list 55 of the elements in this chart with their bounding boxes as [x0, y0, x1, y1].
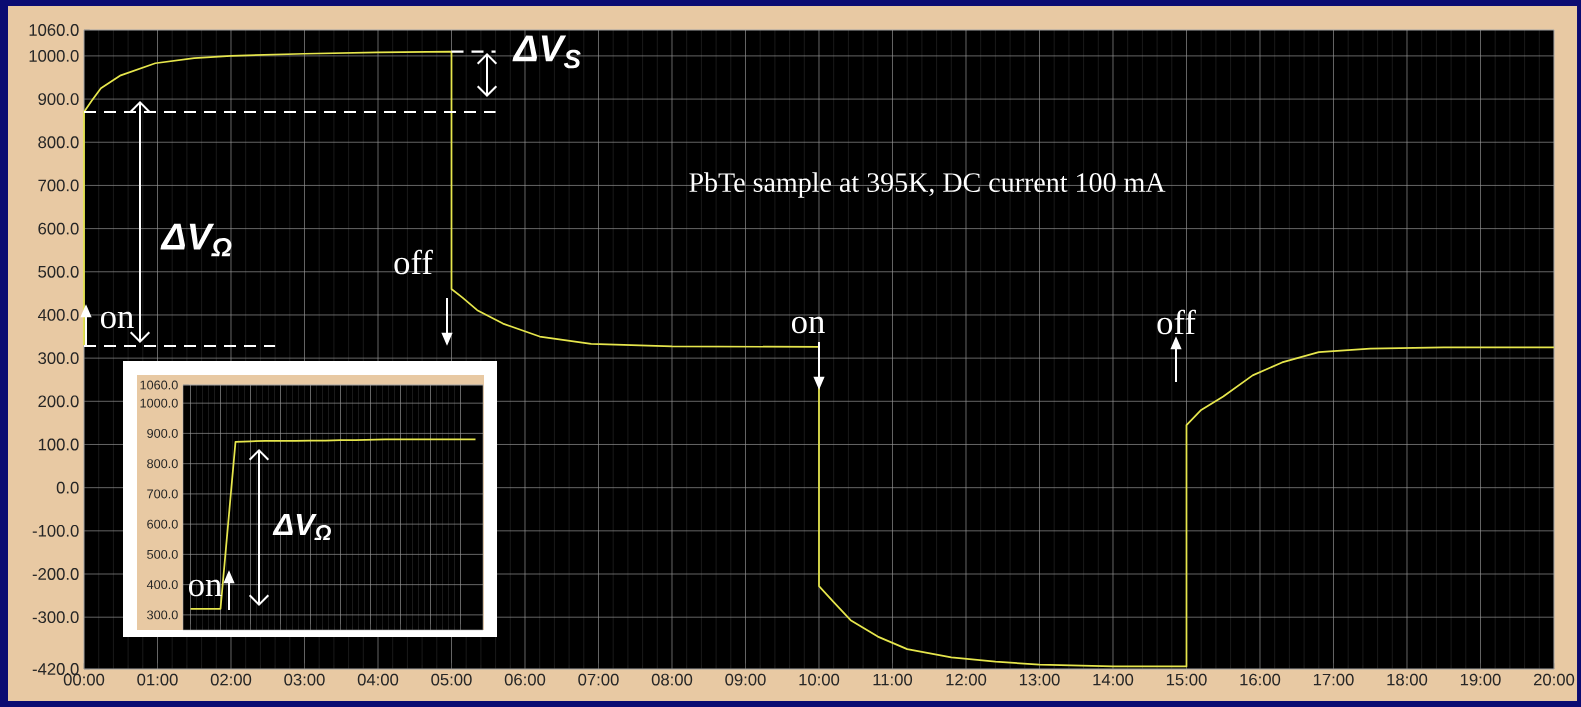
annotation: ΔV$_{Ω}$: [272, 513, 331, 541]
x-tick-label: 01:00: [137, 673, 178, 686]
y-tick-label: 500.0: [38, 265, 79, 278]
x-tick-label: 09:00: [725, 673, 766, 686]
annotation: off: [394, 249, 433, 275]
y-tick-label: -420.0: [32, 663, 79, 675]
y-tick-label: -300.0: [32, 611, 79, 624]
x-tick-label: 07:00: [578, 673, 619, 686]
y-tick-label: 1000.0: [140, 398, 178, 408]
y-tick-label: 1060.0: [140, 380, 178, 390]
y-tick-label: 1060.0: [29, 24, 79, 36]
x-tick-label: 05:00: [431, 673, 472, 686]
y-tick-label: 400.0: [37, 309, 79, 321]
annotation: on: [100, 311, 134, 329]
y-tick-label: 300.0: [147, 610, 178, 620]
y-tick-label: 800.0: [147, 459, 178, 469]
y-tick-label: 1000.0: [29, 50, 79, 62]
x-tick-label: 03:00: [284, 673, 325, 686]
x-tick-label: 14:00: [1093, 673, 1134, 686]
x-tick-label: 17:00: [1313, 673, 1354, 686]
x-tick-label: 08:00: [651, 673, 693, 686]
y-tick-label: 800.0: [38, 136, 79, 149]
x-tick-label: 19:00: [1460, 673, 1501, 686]
y-tick-label: 100.0: [38, 438, 79, 451]
annotation: ΔV$_{S}$: [512, 35, 581, 69]
x-tick-label: 18:00: [1387, 673, 1428, 686]
y-tick-label: 300.0: [38, 352, 79, 365]
y-tick-label: 700.0: [38, 179, 79, 192]
x-tick-label: 00:00: [63, 673, 105, 686]
y-tick-label: 900.0: [147, 428, 178, 438]
x-tick-label: 11:00: [873, 673, 913, 686]
y-tick-label: 600.0: [147, 519, 178, 529]
x-tick-label: 02:00: [210, 673, 252, 686]
x-tick-label: 12:00: [946, 673, 987, 686]
y-tick-label: 500.0: [147, 549, 178, 559]
annotation: PbTe sample at 395K, DC current 100 mA: [689, 172, 1166, 198]
x-tick-label: 10:00: [799, 673, 840, 686]
x-tick-label: 06:00: [504, 673, 546, 686]
y-tick-label: 0.0: [56, 481, 79, 494]
annotation: off: [1157, 309, 1196, 335]
annotation: on: [188, 579, 222, 597]
y-tick-label: 700.0: [147, 489, 178, 499]
x-tick-label: 16:00: [1240, 673, 1281, 686]
annotation: ΔV$_{Ω}$: [160, 223, 232, 257]
y-tick-label: 400.0: [146, 580, 178, 590]
x-tick-label: 20:00: [1533, 673, 1575, 686]
y-tick-label: 900.0: [38, 93, 79, 105]
x-tick-label: 04:00: [357, 673, 399, 686]
y-tick-label: 200.0: [38, 395, 79, 408]
y-tick-label: 600.0: [38, 222, 79, 235]
x-tick-label: 13:00: [1019, 673, 1060, 686]
y-tick-label: -200.0: [32, 568, 79, 580]
y-tick-label: -100.0: [32, 524, 79, 537]
annotation: on: [791, 316, 825, 334]
x-tick-label: 15:00: [1166, 673, 1207, 686]
